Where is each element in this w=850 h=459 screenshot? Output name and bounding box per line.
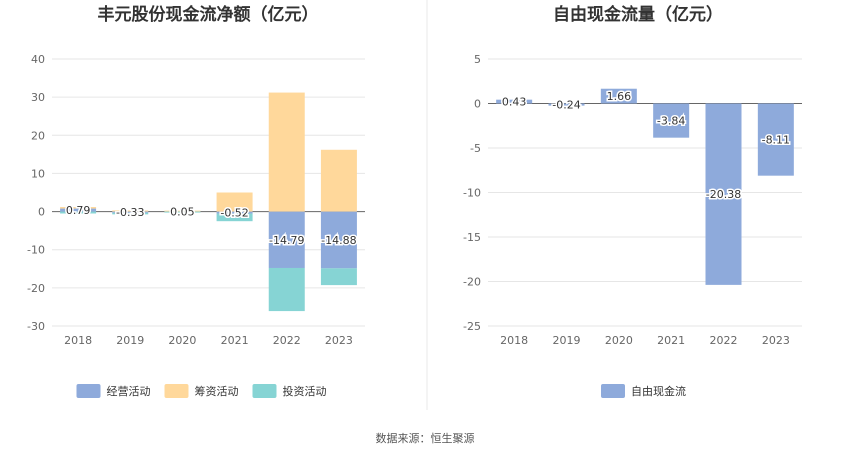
y-tick-label: 0 (38, 206, 45, 219)
x-tick-label: 2020 (168, 334, 196, 347)
data-label: -8.11 (762, 134, 790, 147)
x-tick-label: 2018 (64, 334, 92, 347)
bar (60, 207, 97, 209)
legend-label: 经营活动 (107, 384, 151, 398)
y-tick-label: 30 (31, 91, 45, 104)
bar (112, 211, 149, 213)
x-tick-label: 2022 (273, 334, 301, 347)
bar (164, 210, 201, 212)
y-tick-label: -5 (470, 142, 481, 155)
y-tick-label: -25 (463, 320, 481, 333)
bar (757, 103, 794, 176)
bar (268, 211, 305, 268)
bar (653, 103, 690, 138)
x-tick-label: 2021 (657, 334, 685, 347)
bar (112, 210, 149, 212)
y-tick-label: 5 (474, 53, 481, 66)
chart-title: 丰元股份现金流净额（亿元） (98, 4, 319, 25)
y-tick-label: -10 (463, 187, 481, 200)
bar (705, 103, 742, 285)
y-tick-label: -20 (463, 276, 481, 289)
data-label: -14.79 (269, 234, 304, 247)
free-cash-flow-chart: 自由现金流量（亿元） 5 0 -5 -10 -15 -20 -25 2018 0.43 2019 -… (463, 4, 802, 398)
bar (548, 103, 585, 106)
y-tick-label: -20 (27, 282, 45, 295)
bar (216, 192, 253, 212)
bar (216, 211, 253, 214)
data-label: 0.79 (66, 204, 91, 217)
data-label: -0.33 (116, 206, 144, 219)
data-label: 1.66 (607, 90, 632, 103)
bar (320, 149, 357, 212)
y-tick-label: -30 (27, 320, 45, 333)
legend-swatch (76, 384, 101, 398)
data-label: -20.38 (706, 188, 741, 201)
cash-flow-net-chart: 丰元股份现金流净额（亿元） 40 30 20 10 0 -10 -20 -30 2018 0.79… (27, 4, 365, 398)
legend-label: 投资活动 (283, 384, 327, 398)
x-tick-label: 2018 (500, 334, 528, 347)
bar (268, 92, 305, 212)
bar (320, 211, 357, 269)
data-label: -0.52 (220, 207, 248, 220)
bar (268, 267, 305, 312)
data-label: -14.88 (321, 234, 356, 247)
chart-title: 自由现金流量（亿元） (553, 4, 723, 25)
data-label: 0.43 (502, 96, 527, 109)
bar (112, 212, 149, 215)
x-tick-label: 2022 (710, 334, 738, 347)
bar (60, 208, 97, 212)
bar (216, 213, 253, 222)
x-tick-label: 2021 (221, 334, 249, 347)
legend-swatch (164, 384, 189, 398)
y-tick-label: 10 (31, 167, 45, 180)
x-tick-label: 2020 (605, 334, 633, 347)
x-tick-label: 2019 (553, 334, 581, 347)
legend-swatch (601, 384, 625, 398)
legend-label: 筹资活动 (195, 384, 239, 398)
y-tick-label: -10 (27, 244, 45, 257)
bar (496, 99, 533, 104)
x-tick-label: 2019 (116, 334, 144, 347)
bar (320, 268, 357, 286)
y-tick-label: 0 (474, 98, 481, 111)
legend-swatch (252, 384, 277, 398)
data-label: 0.05 (170, 205, 195, 218)
y-tick-label: -15 (463, 231, 481, 244)
source-note: 数据来源：恒生聚源 (376, 431, 475, 445)
legend-label: 自由现金流 (631, 384, 686, 398)
x-tick-label: 2023 (762, 334, 790, 347)
bar (600, 88, 637, 104)
x-tick-label: 2023 (325, 334, 353, 347)
data-label: -0.24 (552, 99, 580, 112)
bar (60, 211, 97, 214)
y-tick-label: 40 (31, 53, 45, 66)
bar (164, 211, 201, 213)
data-label: -3.84 (657, 115, 685, 128)
y-tick-label: 20 (31, 129, 45, 142)
